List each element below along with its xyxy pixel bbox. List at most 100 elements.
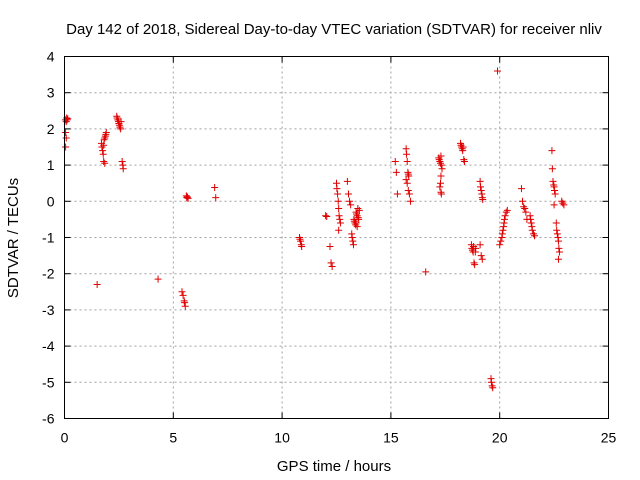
data-point [472,244,480,252]
y-tick-label: 1 [47,157,55,173]
data-point [347,201,355,209]
data-point [548,165,556,173]
data-point [117,125,125,133]
data-point [460,156,468,164]
data-point [477,186,485,194]
data-point [296,235,304,243]
data-point [93,281,101,289]
data-point [403,179,411,187]
y-tick-label: -1 [42,230,55,246]
data-point [549,177,557,185]
data-point [393,190,401,198]
data-point [117,118,125,126]
data-point [348,234,356,241]
y-axis-label: SDTVAR / TECUs [5,178,22,298]
data-point [335,226,343,234]
data-point [519,197,527,205]
data-point [405,190,413,198]
x-tick-labels: 0 5 10 15 20 25 [61,430,617,446]
data-point [496,241,504,249]
y-tick-label: -5 [42,374,55,390]
data-point [437,179,445,187]
y-tick-label: -4 [42,338,55,354]
data-point [99,150,107,158]
data-point [116,123,124,131]
data-point [98,143,106,151]
data-point [336,219,344,227]
data-point [497,237,505,245]
data-point [548,147,556,155]
data-point [551,186,559,194]
data-point [323,213,331,221]
y-tick-label: -2 [42,266,55,282]
data-point [503,206,511,214]
data-point [102,129,110,137]
data-point [100,136,108,144]
data-point [179,291,187,299]
data-point [297,237,305,245]
data-point [336,215,344,223]
data-point [402,176,410,184]
data-point [460,157,468,165]
data-point [477,252,485,260]
data-point [437,152,445,160]
data-point [459,143,467,151]
data-point [479,195,487,203]
data-point [62,129,70,137]
data-point [499,226,507,234]
data-point [100,157,108,165]
data-point [64,115,72,123]
data-point [477,183,485,191]
data-point [406,197,414,205]
data-point [404,186,412,194]
x-tick-label: 10 [274,430,290,446]
data-point [556,248,564,256]
data-point [154,275,162,283]
data-point [487,378,495,386]
data-point [334,190,342,198]
data-point [552,219,560,227]
chart-title: Day 142 of 2018, Sidereal Day-to-day VTE… [66,21,602,38]
y-tick-label: 4 [47,49,55,65]
x-tick-label: 20 [492,430,508,446]
data-point [553,230,561,238]
data-point [352,219,360,227]
data-point [212,194,220,202]
data-point [115,121,123,129]
data-point [62,134,70,142]
data-point [528,226,536,234]
data-point [101,159,109,167]
data-point [334,197,342,205]
data-point [521,205,529,213]
data-point [435,156,443,164]
data-point [558,197,566,205]
data-point [355,206,363,214]
data-point [560,201,568,209]
data-point [353,223,361,231]
data-point [437,190,445,198]
data-point [437,172,445,180]
data-point [298,243,306,251]
data-point [327,259,335,267]
data-point [529,230,537,238]
data-point [559,199,567,207]
data-point [551,190,559,198]
data-point [119,165,127,173]
plot-frame [64,56,609,419]
data-point [333,185,341,193]
y-tick-label: 2 [47,121,55,137]
data-point [489,384,497,392]
data-point [114,116,122,124]
data-point [335,212,343,220]
data-point [437,159,445,167]
data-point [181,299,189,307]
grid-lines [64,56,609,419]
data-point [494,67,502,75]
data-point [211,184,219,192]
data-point [555,244,563,252]
data-point [118,157,126,165]
data-point [422,268,430,276]
y-tick-label: -3 [42,302,55,318]
data-point [498,230,506,238]
